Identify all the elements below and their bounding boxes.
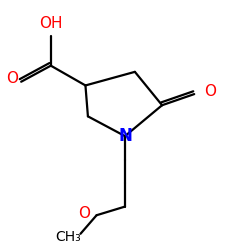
Text: N: N [118,127,132,145]
Text: O: O [6,70,18,86]
Text: O: O [78,206,90,222]
Text: CH₃: CH₃ [55,230,81,244]
Text: O: O [204,84,216,99]
Text: OH: OH [39,16,62,31]
